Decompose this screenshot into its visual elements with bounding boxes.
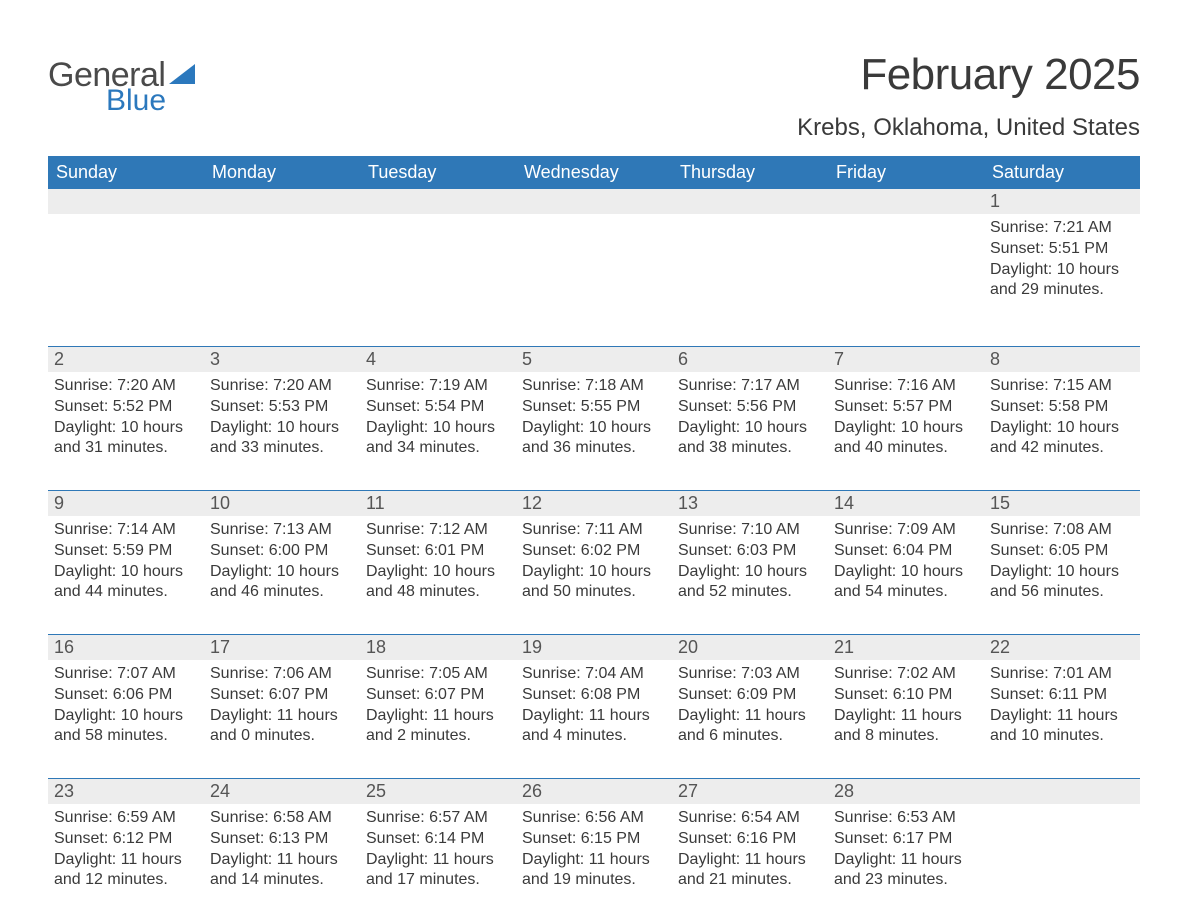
day-content-row: Sunrise: 7:21 AM Sunset: 5:51 PM Dayligh… xyxy=(48,214,1140,347)
weekday-header: Saturday xyxy=(984,156,1140,189)
day-number: 17 xyxy=(204,635,360,661)
day-cell: Sunrise: 7:03 AM Sunset: 6:09 PM Dayligh… xyxy=(672,660,828,779)
day-cell: Sunrise: 7:17 AM Sunset: 5:56 PM Dayligh… xyxy=(672,372,828,491)
day-cell: Sunrise: 7:20 AM Sunset: 5:53 PM Dayligh… xyxy=(204,372,360,491)
day-number: 3 xyxy=(204,347,360,373)
day-number: 27 xyxy=(672,779,828,805)
day-number: 23 xyxy=(48,779,204,805)
day-number-row: 9101112131415 xyxy=(48,491,1140,517)
day-cell: Sunrise: 7:10 AM Sunset: 6:03 PM Dayligh… xyxy=(672,516,828,635)
month-title: February 2025 xyxy=(797,50,1140,100)
day-cell xyxy=(48,214,204,347)
sail-icon xyxy=(169,64,195,84)
weekday-header: Wednesday xyxy=(516,156,672,189)
brand-word-2: Blue xyxy=(106,86,166,116)
day-number: 2 xyxy=(48,347,204,373)
day-cell xyxy=(360,214,516,347)
day-number-row: 1 xyxy=(48,189,1140,214)
weekday-header: Friday xyxy=(828,156,984,189)
weekday-header: Tuesday xyxy=(360,156,516,189)
location-label: Krebs, Oklahoma, United States xyxy=(797,114,1140,142)
day-number: 20 xyxy=(672,635,828,661)
day-number xyxy=(828,189,984,214)
day-number-row: 232425262728 xyxy=(48,779,1140,805)
calendar-table: Sunday Monday Tuesday Wednesday Thursday… xyxy=(48,156,1140,922)
day-number-row: 2345678 xyxy=(48,347,1140,373)
day-cell: Sunrise: 6:58 AM Sunset: 6:13 PM Dayligh… xyxy=(204,804,360,922)
day-cell: Sunrise: 7:07 AM Sunset: 6:06 PM Dayligh… xyxy=(48,660,204,779)
day-number: 1 xyxy=(984,189,1140,214)
day-cell: Sunrise: 7:19 AM Sunset: 5:54 PM Dayligh… xyxy=(360,372,516,491)
day-cell xyxy=(516,214,672,347)
day-number: 21 xyxy=(828,635,984,661)
day-content-row: Sunrise: 7:20 AM Sunset: 5:52 PM Dayligh… xyxy=(48,372,1140,491)
day-cell: Sunrise: 7:08 AM Sunset: 6:05 PM Dayligh… xyxy=(984,516,1140,635)
day-cell: Sunrise: 6:59 AM Sunset: 6:12 PM Dayligh… xyxy=(48,804,204,922)
day-cell: Sunrise: 7:12 AM Sunset: 6:01 PM Dayligh… xyxy=(360,516,516,635)
day-cell: Sunrise: 7:09 AM Sunset: 6:04 PM Dayligh… xyxy=(828,516,984,635)
day-cell: Sunrise: 7:21 AM Sunset: 5:51 PM Dayligh… xyxy=(984,214,1140,347)
day-number: 8 xyxy=(984,347,1140,373)
day-number: 12 xyxy=(516,491,672,517)
day-number: 4 xyxy=(360,347,516,373)
day-cell: Sunrise: 6:56 AM Sunset: 6:15 PM Dayligh… xyxy=(516,804,672,922)
day-cell: Sunrise: 7:02 AM Sunset: 6:10 PM Dayligh… xyxy=(828,660,984,779)
day-content-row: Sunrise: 7:14 AM Sunset: 5:59 PM Dayligh… xyxy=(48,516,1140,635)
day-cell xyxy=(984,804,1140,922)
day-cell xyxy=(828,214,984,347)
day-number: 22 xyxy=(984,635,1140,661)
day-cell: Sunrise: 7:01 AM Sunset: 6:11 PM Dayligh… xyxy=(984,660,1140,779)
day-cell: Sunrise: 7:04 AM Sunset: 6:08 PM Dayligh… xyxy=(516,660,672,779)
day-number: 9 xyxy=(48,491,204,517)
day-number xyxy=(48,189,204,214)
day-content-row: Sunrise: 7:07 AM Sunset: 6:06 PM Dayligh… xyxy=(48,660,1140,779)
day-number: 19 xyxy=(516,635,672,661)
day-cell: Sunrise: 7:18 AM Sunset: 5:55 PM Dayligh… xyxy=(516,372,672,491)
calendar-page: General Blue February 2025 Krebs, Oklaho… xyxy=(0,0,1188,918)
day-number-row: 16171819202122 xyxy=(48,635,1140,661)
weekday-header: Sunday xyxy=(48,156,204,189)
day-number xyxy=(516,189,672,214)
brand-logo: General Blue xyxy=(48,58,195,116)
day-content-row: Sunrise: 6:59 AM Sunset: 6:12 PM Dayligh… xyxy=(48,804,1140,922)
day-number: 5 xyxy=(516,347,672,373)
day-number: 14 xyxy=(828,491,984,517)
day-number: 26 xyxy=(516,779,672,805)
day-cell: Sunrise: 7:16 AM Sunset: 5:57 PM Dayligh… xyxy=(828,372,984,491)
weekday-header: Thursday xyxy=(672,156,828,189)
day-number: 10 xyxy=(204,491,360,517)
day-number: 24 xyxy=(204,779,360,805)
weekday-header: Monday xyxy=(204,156,360,189)
day-cell: Sunrise: 7:15 AM Sunset: 5:58 PM Dayligh… xyxy=(984,372,1140,491)
day-number: 15 xyxy=(984,491,1140,517)
day-number: 18 xyxy=(360,635,516,661)
day-cell: Sunrise: 7:14 AM Sunset: 5:59 PM Dayligh… xyxy=(48,516,204,635)
day-number xyxy=(204,189,360,214)
calendar-body: 1Sunrise: 7:21 AM Sunset: 5:51 PM Daylig… xyxy=(48,189,1140,922)
day-cell: Sunrise: 7:20 AM Sunset: 5:52 PM Dayligh… xyxy=(48,372,204,491)
day-number: 28 xyxy=(828,779,984,805)
day-cell: Sunrise: 7:06 AM Sunset: 6:07 PM Dayligh… xyxy=(204,660,360,779)
day-cell xyxy=(204,214,360,347)
day-cell: Sunrise: 7:13 AM Sunset: 6:00 PM Dayligh… xyxy=(204,516,360,635)
day-number: 25 xyxy=(360,779,516,805)
day-cell xyxy=(672,214,828,347)
weekday-header-row: Sunday Monday Tuesday Wednesday Thursday… xyxy=(48,156,1140,189)
day-number xyxy=(984,779,1140,805)
day-cell: Sunrise: 6:53 AM Sunset: 6:17 PM Dayligh… xyxy=(828,804,984,922)
day-number: 16 xyxy=(48,635,204,661)
day-number xyxy=(672,189,828,214)
day-cell: Sunrise: 6:54 AM Sunset: 6:16 PM Dayligh… xyxy=(672,804,828,922)
day-cell: Sunrise: 7:11 AM Sunset: 6:02 PM Dayligh… xyxy=(516,516,672,635)
day-cell: Sunrise: 6:57 AM Sunset: 6:14 PM Dayligh… xyxy=(360,804,516,922)
day-number: 6 xyxy=(672,347,828,373)
header: General Blue February 2025 Krebs, Oklaho… xyxy=(48,50,1140,142)
day-number xyxy=(360,189,516,214)
title-block: February 2025 Krebs, Oklahoma, United St… xyxy=(797,50,1140,142)
day-number: 11 xyxy=(360,491,516,517)
day-number: 13 xyxy=(672,491,828,517)
day-number: 7 xyxy=(828,347,984,373)
day-cell: Sunrise: 7:05 AM Sunset: 6:07 PM Dayligh… xyxy=(360,660,516,779)
